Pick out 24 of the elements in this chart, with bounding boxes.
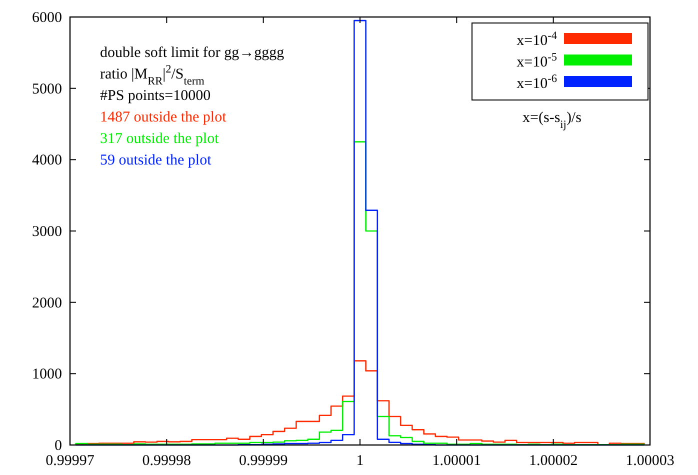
x-tick-label: 1 — [356, 453, 364, 469]
y-tick-label: 2000 — [32, 295, 62, 312]
x-tick-label: 0.99998 — [142, 453, 192, 469]
annotation: 59 outside the plot — [100, 152, 212, 168]
x-tick-label: 1.00003 — [626, 453, 674, 469]
legend-label: x=10$^{-6}$ — [516, 73, 558, 92]
annotation: 1487 outside the plot — [100, 110, 228, 126]
x-axis-title: x=(s-s$_{ij}$)/s — [522, 110, 582, 131]
annotation: double soft limit for gg→gggg — [100, 45, 285, 61]
y-tick-label: 4000 — [32, 152, 62, 169]
x-tick-label: 0.99999 — [238, 453, 288, 469]
x-tick-label: 1.00001 — [432, 453, 482, 469]
annotation: 317 outside the plot — [100, 131, 220, 147]
legend-label: x=10$^{-4}$ — [516, 30, 558, 49]
y-tick-label: 6000 — [32, 10, 62, 26]
annotation: ratio |M$_{RR}$|$^{2}$/S$_{term}$ — [100, 64, 205, 88]
annotation: #PS points=10000 — [100, 88, 211, 104]
y-tick-label: 5000 — [32, 81, 62, 98]
legend-label: x=10$^{-5}$ — [516, 52, 558, 70]
x-tick-label: 1.00002 — [528, 453, 578, 469]
y-tick-label: 1000 — [32, 366, 62, 383]
y-tick-label: 3000 — [32, 224, 62, 240]
x-tick-label: 0.99997 — [46, 453, 95, 469]
y-tick-label: 0 — [54, 438, 62, 454]
